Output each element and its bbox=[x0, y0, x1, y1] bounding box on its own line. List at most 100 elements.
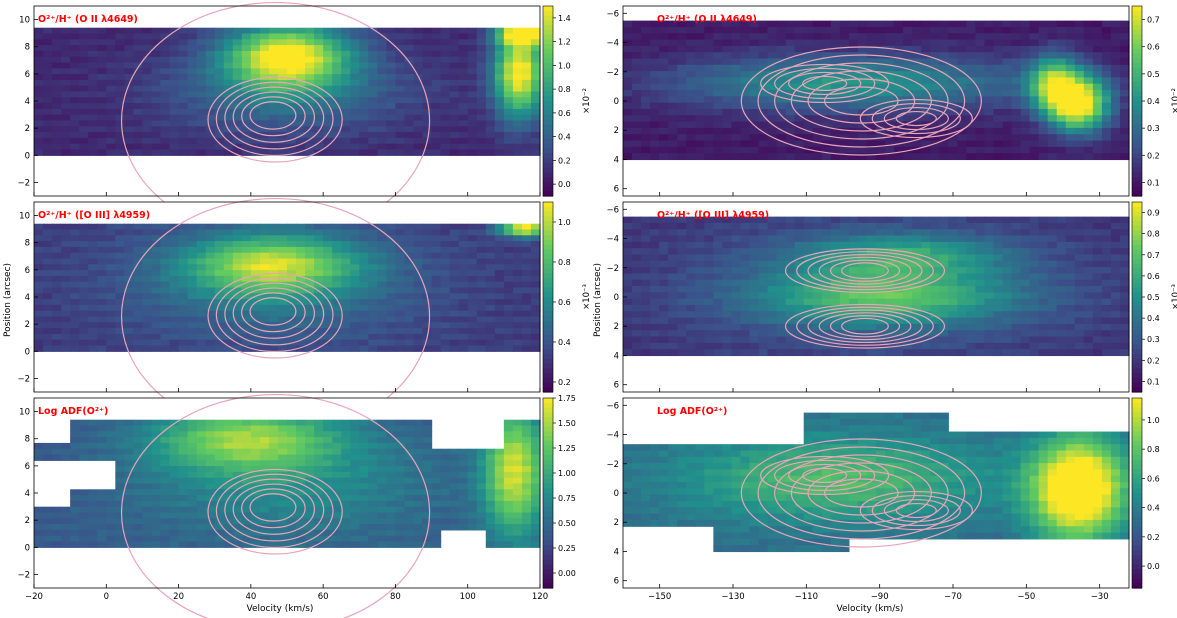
colorbar-swatch bbox=[543, 417, 553, 423]
heatmap-cell bbox=[921, 83, 931, 91]
heatmap-cell bbox=[214, 246, 225, 254]
heatmap-cell bbox=[857, 115, 868, 123]
heatmap-cell bbox=[467, 79, 478, 87]
heatmap-cell bbox=[287, 27, 297, 35]
heatmap-cell bbox=[404, 541, 415, 548]
heatmap-cell bbox=[921, 115, 931, 123]
heatmap-cell bbox=[1083, 108, 1094, 116]
heatmap-cell bbox=[314, 258, 324, 265]
heatmap-cell bbox=[930, 52, 940, 60]
heatmap-cell bbox=[169, 316, 180, 323]
heatmap-cell bbox=[359, 506, 369, 514]
heatmap-cell bbox=[449, 103, 460, 110]
colorbar-swatch bbox=[543, 172, 553, 178]
heatmap-cell bbox=[668, 146, 678, 154]
heatmap-cells bbox=[623, 20, 1130, 161]
heatmap-cell bbox=[530, 252, 541, 260]
heatmap-cell bbox=[440, 252, 451, 260]
heatmap-cell bbox=[984, 108, 995, 116]
heatmap-cell bbox=[151, 270, 162, 277]
colorbar-swatch bbox=[543, 110, 553, 116]
heatmap-cell bbox=[758, 108, 769, 116]
heatmap-cell bbox=[332, 345, 342, 352]
heatmap-cell bbox=[386, 529, 397, 537]
heatmap-cell bbox=[722, 33, 733, 41]
heatmap-cell bbox=[422, 45, 433, 52]
heatmap-cell bbox=[440, 50, 451, 58]
heatmap-cell bbox=[413, 39, 424, 46]
heatmap-cell bbox=[341, 103, 351, 110]
heatmap-cell bbox=[521, 339, 532, 347]
heatmap-cell bbox=[440, 495, 451, 502]
heatmap-cell bbox=[52, 448, 62, 456]
heatmap-cell bbox=[133, 120, 144, 127]
heatmap-cell bbox=[1029, 90, 1040, 97]
heatmap-cell bbox=[296, 85, 306, 93]
heatmap-cell bbox=[395, 56, 406, 64]
heatmap-cell bbox=[232, 287, 243, 294]
heatmap-cell bbox=[332, 304, 342, 312]
heatmap-cell bbox=[115, 56, 125, 64]
heatmap-cell bbox=[503, 45, 514, 52]
heatmap-cell bbox=[332, 529, 342, 537]
heatmap-cell bbox=[912, 20, 922, 28]
heatmap-cell bbox=[34, 241, 44, 248]
heatmap-cell bbox=[1101, 134, 1112, 142]
heatmap-cell bbox=[323, 74, 333, 81]
heatmap-cell bbox=[205, 483, 216, 490]
heatmap-cell bbox=[659, 115, 669, 123]
heatmap-cell bbox=[467, 448, 478, 456]
heatmap-cell bbox=[305, 304, 315, 312]
heatmap-cell bbox=[205, 328, 216, 335]
heatmap-cell bbox=[133, 229, 144, 236]
y-tick-label: 4 bbox=[25, 489, 30, 499]
heatmap-cell bbox=[449, 454, 460, 461]
heatmap-cell bbox=[151, 137, 162, 145]
heatmap-cell bbox=[232, 97, 243, 104]
heatmap-cell bbox=[368, 541, 378, 548]
heatmap-cell bbox=[650, 58, 660, 66]
heatmap-cell bbox=[386, 304, 397, 312]
heatmap-cell bbox=[1038, 45, 1049, 53]
colorbar-swatch bbox=[543, 412, 553, 418]
heatmap-cell bbox=[939, 77, 949, 85]
heatmap-cell bbox=[214, 333, 225, 341]
heatmap-cell bbox=[296, 246, 306, 254]
heatmap-cell bbox=[659, 58, 669, 66]
heatmap-cell bbox=[503, 252, 514, 260]
heatmap-cell bbox=[494, 518, 505, 525]
heatmap-cell bbox=[277, 114, 288, 122]
heatmap-cell bbox=[812, 102, 823, 110]
heatmap-cell bbox=[115, 460, 125, 467]
heatmap-cell bbox=[43, 27, 53, 35]
heatmap-cell bbox=[431, 293, 442, 300]
heatmap-cell bbox=[196, 252, 207, 260]
heatmap-cell bbox=[377, 74, 387, 81]
heatmap-cell bbox=[984, 96, 995, 104]
heatmap-cell bbox=[341, 143, 351, 151]
heatmap-cell bbox=[731, 39, 742, 47]
heatmap-cell bbox=[97, 27, 107, 35]
heatmap-cell bbox=[686, 146, 696, 154]
heatmap-cell bbox=[368, 454, 378, 461]
heatmap-cell bbox=[749, 33, 760, 41]
heatmap-cell bbox=[287, 137, 297, 145]
y-tick-label: −2 bbox=[17, 178, 30, 188]
heatmap-cell bbox=[124, 489, 134, 496]
heatmap-cell bbox=[785, 134, 796, 142]
heatmap-cell bbox=[404, 310, 415, 318]
heatmap-cell bbox=[530, 512, 541, 519]
heatmap-cell bbox=[449, 518, 460, 525]
heatmap-cell bbox=[214, 512, 225, 519]
y-tick-label: 8 bbox=[25, 43, 30, 53]
heatmap-cell bbox=[713, 146, 723, 154]
heatmap-cell bbox=[404, 489, 415, 496]
heatmap-cell bbox=[277, 339, 288, 347]
heatmap-cell bbox=[43, 448, 53, 456]
heatmap-cell bbox=[214, 281, 225, 289]
heatmap-cell bbox=[767, 115, 778, 123]
heatmap-cell bbox=[214, 345, 225, 352]
heatmap-cell bbox=[440, 524, 451, 531]
heatmap-cell bbox=[133, 74, 144, 81]
heatmap-cell bbox=[178, 541, 189, 548]
